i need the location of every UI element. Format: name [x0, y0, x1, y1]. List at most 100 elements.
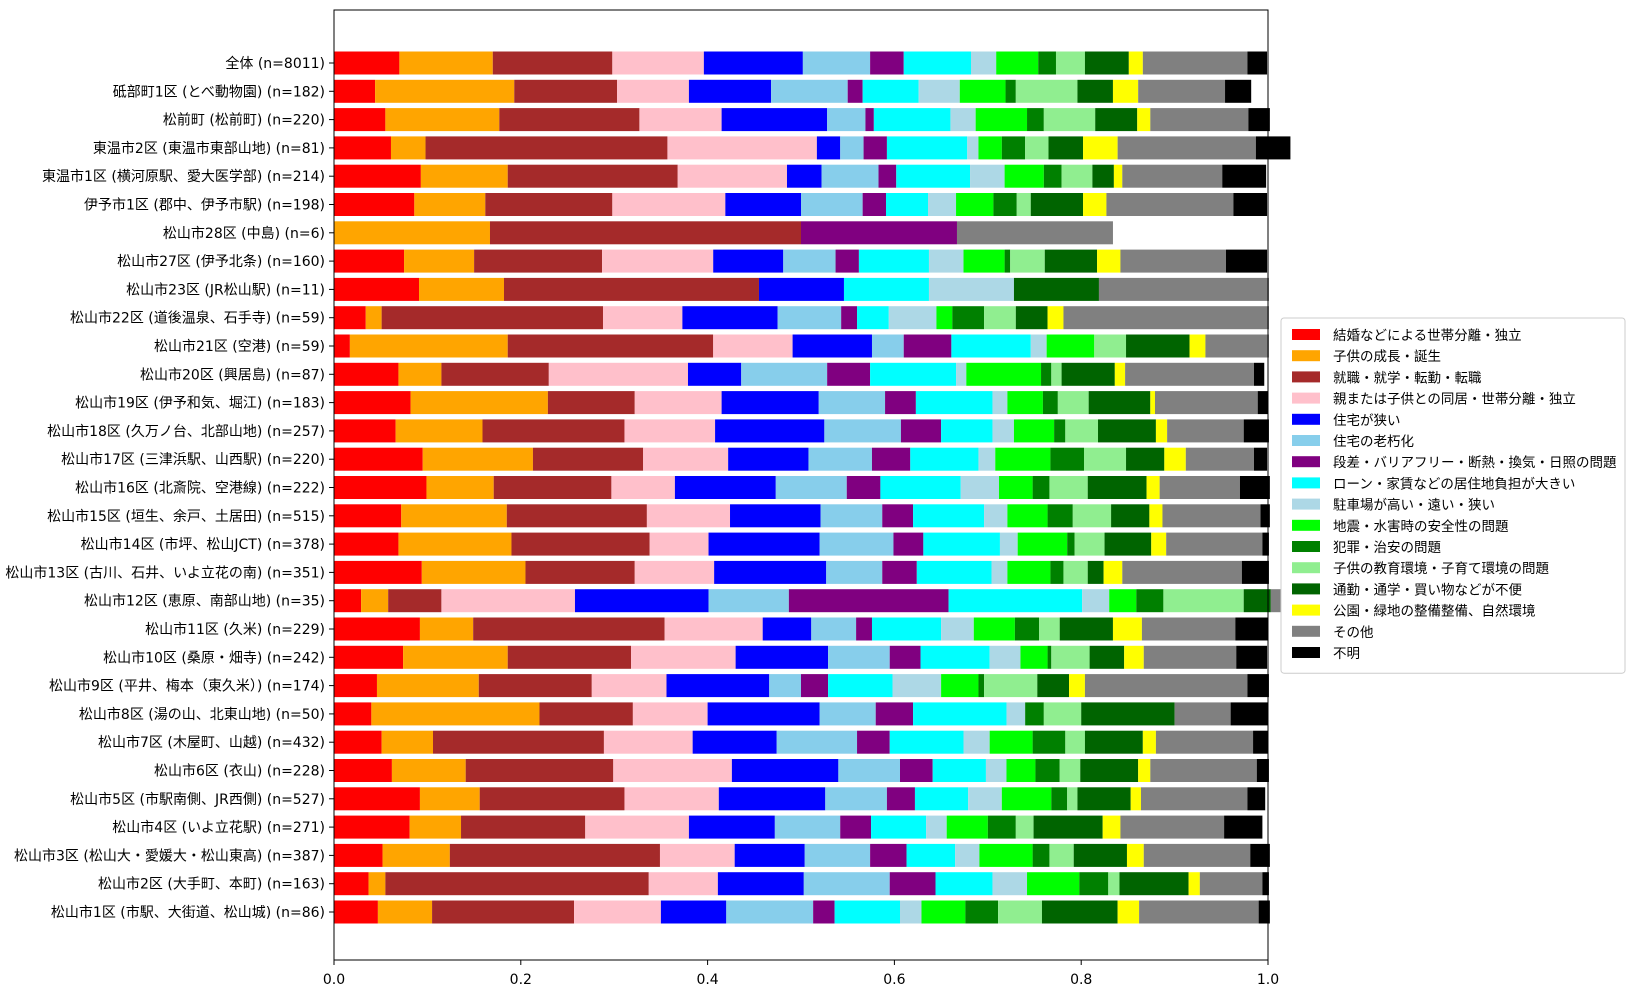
legend-label: 駐車場が高い・遠い・狭い — [1333, 497, 1495, 514]
bar-segment — [956, 221, 1113, 245]
bar-segment — [1061, 362, 1115, 386]
bar-segment — [1112, 617, 1142, 641]
bar-segment — [1077, 79, 1113, 103]
bar-segment — [1038, 51, 1056, 75]
bar-segment — [1150, 108, 1249, 132]
bar-segment — [441, 362, 549, 386]
bar-segment — [1065, 419, 1099, 443]
bar-segment — [1084, 674, 1248, 698]
bar-segment — [1054, 419, 1066, 443]
bar-segment — [786, 164, 822, 188]
y-tick-label: 松山市27区 (伊予北条) (n=160) — [117, 253, 325, 270]
bar-segment — [1155, 419, 1168, 443]
bar-segment — [1225, 249, 1268, 273]
bar-segment — [1130, 787, 1141, 811]
bar-segment — [1262, 532, 1269, 556]
bar-segment — [862, 79, 919, 103]
bar-segment — [921, 900, 966, 924]
bar-segment — [1069, 674, 1085, 698]
legend-label: 段差・バリアフリー・断熱・換気・日照の問題 — [1333, 455, 1617, 471]
bar-segment — [1051, 787, 1068, 811]
bar-segment — [882, 560, 917, 584]
bar-segment — [1126, 334, 1190, 358]
bar-segment — [1185, 447, 1254, 471]
bar-segment — [841, 306, 858, 330]
bar-segment — [421, 560, 526, 584]
bar-segment — [1189, 334, 1206, 358]
bar-segment — [708, 532, 820, 556]
bar-segment — [1102, 815, 1121, 839]
bar-segment — [602, 306, 683, 330]
bar-segment — [334, 532, 399, 556]
bar-segment — [1007, 504, 1048, 528]
bar-segment — [956, 362, 967, 386]
bar-segment — [419, 787, 480, 811]
legend-swatch — [1292, 604, 1320, 616]
bar-segment — [1262, 872, 1269, 896]
bar-segment — [792, 334, 872, 358]
bar-segment — [818, 391, 886, 415]
bar-segment — [928, 193, 957, 216]
bar-segment — [334, 589, 362, 613]
bar-segment — [643, 447, 729, 471]
legend-label: 公園・緑地の整備整備、自然環境 — [1333, 603, 1536, 620]
bar-segment — [1224, 815, 1263, 839]
y-tick-label: 松山市11区 (久米) (n=229) — [145, 621, 325, 638]
legend-swatch — [1292, 456, 1320, 468]
bar-segment — [966, 362, 1042, 386]
bar-segment — [1030, 334, 1047, 358]
bar-segment — [1049, 476, 1088, 499]
bar-segment — [1067, 532, 1075, 556]
bar-segment — [1006, 702, 1026, 726]
bar-segment — [928, 277, 1014, 301]
legend: 結婚などによる世帯分離・独立子供の成長・誕生就職・就学・転勤・転職親または子供と… — [1280, 317, 1626, 674]
bar-segment — [718, 787, 826, 811]
bar-segment — [371, 702, 540, 726]
bar-segment — [1143, 645, 1237, 669]
bar-segment — [847, 79, 863, 103]
bar-segment — [646, 504, 731, 528]
bar-segment — [1243, 419, 1269, 443]
bar-segment — [1122, 164, 1223, 188]
bar-segment — [1043, 164, 1062, 188]
bar-segment — [889, 730, 964, 754]
bar-segment — [1048, 136, 1084, 160]
bar-segment — [857, 306, 889, 330]
bar-segment — [478, 674, 592, 698]
bar-segment — [1087, 476, 1147, 499]
bar-segment — [882, 504, 914, 528]
bar-segment — [1013, 277, 1099, 301]
bar-segment — [821, 164, 879, 188]
bar-segment — [1050, 447, 1085, 471]
bar-segment — [985, 759, 1007, 782]
bar-segment — [973, 617, 1015, 641]
bar-segment — [1037, 674, 1070, 698]
bar-segment — [388, 589, 442, 613]
bar-segment — [334, 645, 404, 669]
bar-segment — [731, 759, 839, 782]
bar-segment — [1235, 617, 1268, 641]
bar-segment — [1106, 193, 1234, 216]
bar-segment — [1233, 193, 1268, 216]
bar-segment — [1113, 164, 1123, 188]
bar-segment — [775, 476, 847, 499]
bar-segment — [840, 136, 864, 160]
bar-segment — [591, 674, 667, 698]
legend-swatch — [1292, 583, 1320, 595]
bar-segment — [873, 108, 951, 132]
legend-swatch — [1292, 392, 1320, 404]
y-tick-label: 松山市19区 (伊予和気、堀江) (n=183) — [75, 395, 325, 412]
bar-segment — [941, 617, 974, 641]
bar-segment — [886, 136, 968, 160]
bar-segment — [1043, 702, 1082, 726]
bar-segment — [762, 617, 812, 641]
x-tick-label: 0.2 — [510, 972, 532, 988]
legend-label: 子供の成長・誕生 — [1333, 349, 1441, 365]
bar-segment — [1089, 645, 1125, 669]
bar-segment — [334, 79, 376, 103]
legend-label: 親または子供との同居・世帯分離・独立 — [1333, 392, 1576, 408]
bar-segment — [334, 504, 402, 528]
y-tick-label: 松山市22区 (道後温泉、石手寺) (n=59) — [70, 310, 325, 327]
bar-segment — [334, 419, 396, 443]
bar-segment — [465, 759, 614, 782]
